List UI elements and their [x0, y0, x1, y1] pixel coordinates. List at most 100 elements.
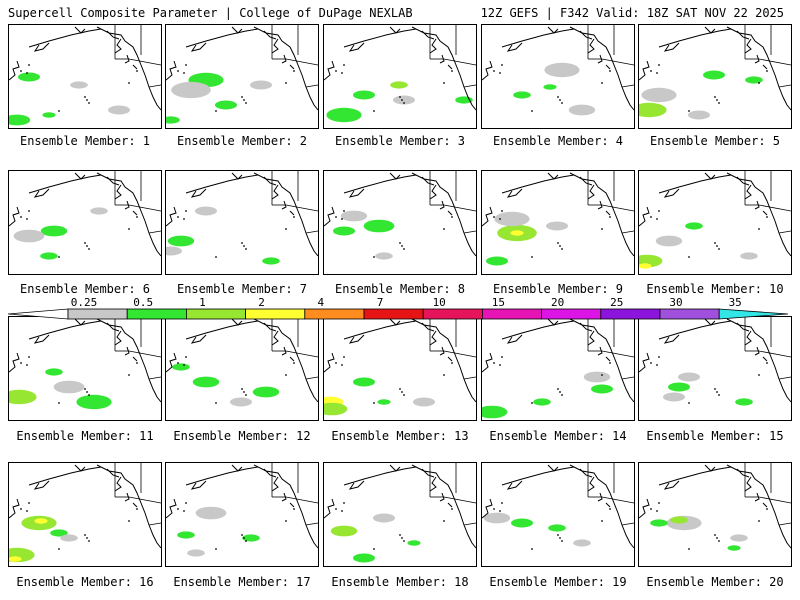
coastline	[726, 172, 791, 257]
coastline	[439, 346, 445, 356]
island	[243, 391, 245, 393]
coastline	[569, 464, 634, 549]
coastline	[587, 184, 595, 200]
political-border	[621, 230, 634, 234]
coastline	[605, 502, 611, 508]
political-border	[285, 204, 318, 212]
coastline	[343, 174, 417, 194]
ensemble-member-label: Ensemble Member: 14	[489, 429, 627, 443]
coastline	[501, 466, 575, 486]
island	[128, 374, 130, 376]
island	[493, 508, 495, 510]
island	[559, 537, 561, 539]
ensemble-member-label: Ensemble Member: 1	[19, 134, 151, 148]
coastline	[389, 464, 401, 472]
political-border	[758, 204, 791, 212]
political-border	[601, 496, 634, 504]
coastline	[569, 26, 634, 111]
island	[557, 388, 559, 390]
coastline	[736, 322, 750, 332]
coastline	[579, 176, 593, 186]
political-border	[148, 522, 161, 526]
ensemble-member-label: Ensemble Member: 2	[176, 134, 308, 148]
island	[341, 364, 343, 366]
coastline	[421, 176, 435, 186]
coastline	[389, 172, 401, 180]
ensemble-member-map	[323, 462, 477, 567]
coastline	[114, 476, 122, 492]
scp-shading	[76, 394, 112, 410]
political-border	[463, 230, 476, 234]
island	[185, 356, 187, 358]
coastline	[96, 26, 161, 111]
scp-shading	[40, 225, 68, 237]
coastline	[289, 502, 295, 508]
political-border	[128, 58, 161, 66]
island	[183, 218, 185, 220]
island	[443, 374, 445, 376]
coastline	[704, 172, 716, 180]
coastline	[569, 318, 634, 403]
island	[245, 102, 247, 104]
island	[20, 362, 22, 364]
ensemble-member-map	[165, 316, 319, 421]
island	[128, 82, 130, 84]
ensemble-member-label: Ensemble Member: 10	[646, 282, 784, 296]
coastline	[28, 320, 102, 340]
coastline	[271, 184, 279, 200]
scp-shading	[668, 382, 690, 392]
coastline	[658, 28, 732, 48]
scp-shading	[685, 222, 703, 230]
island	[609, 216, 611, 218]
political-border	[443, 350, 476, 358]
island	[718, 540, 720, 542]
coastline	[482, 352, 493, 373]
coastline	[166, 498, 177, 519]
coastline	[348, 42, 365, 52]
island	[658, 356, 660, 358]
island	[658, 64, 660, 66]
coastline	[482, 60, 493, 81]
island	[136, 508, 138, 510]
coastline	[639, 352, 650, 373]
ensemble-member-label: Ensemble Member: 16	[16, 575, 154, 589]
scp-shading	[177, 531, 195, 539]
ensemble-member-map	[8, 316, 162, 421]
ensemble-member-map	[481, 316, 635, 421]
coastline	[704, 26, 716, 34]
island	[443, 82, 445, 84]
coastline	[281, 54, 287, 64]
political-border	[778, 376, 791, 380]
island	[84, 388, 86, 390]
island	[399, 388, 401, 390]
scp-shading	[9, 556, 22, 562]
ensemble-member-map	[165, 170, 319, 275]
coastline	[506, 334, 523, 344]
island	[718, 102, 720, 104]
political-border	[601, 350, 634, 358]
scp-shading	[250, 80, 272, 90]
colorbar-tick-label: 0.5	[133, 296, 154, 309]
scp-shading	[34, 518, 48, 524]
political-border	[285, 58, 318, 66]
coastline	[411, 26, 476, 111]
coastline	[744, 38, 752, 54]
political-border	[601, 58, 634, 66]
coastline	[106, 322, 120, 332]
island	[758, 520, 760, 522]
island	[401, 245, 403, 247]
coastline	[429, 330, 437, 346]
coastline	[762, 356, 768, 362]
coastline	[74, 172, 86, 180]
coastline	[579, 30, 593, 40]
coastline	[132, 502, 138, 508]
scp-shading	[166, 116, 180, 124]
coastline	[744, 476, 752, 492]
coastline	[343, 28, 417, 48]
island	[185, 64, 187, 66]
island	[561, 102, 563, 104]
scp-shading	[670, 516, 688, 524]
coastline	[547, 26, 559, 34]
island	[403, 540, 405, 542]
coastline	[166, 352, 177, 373]
